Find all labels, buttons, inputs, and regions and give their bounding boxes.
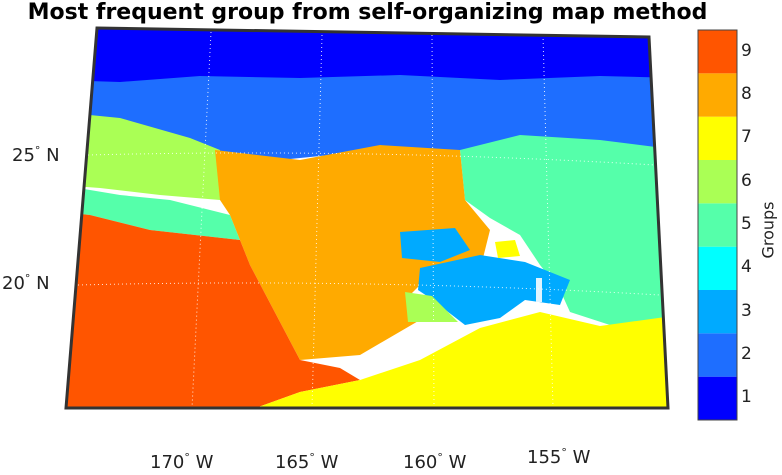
gridline-lon-170 <box>191 31 212 409</box>
region-group-1 <box>66 28 668 85</box>
colorbar-tick-7: 7 <box>741 127 752 148</box>
colorbar-swatch-4 <box>698 246 737 290</box>
region-group-3 <box>418 255 570 325</box>
colorbar-tick-4: 4 <box>741 257 752 278</box>
colorbar-swatch-5 <box>698 203 737 247</box>
region-group-6 <box>66 112 220 200</box>
region-group-4 <box>536 278 542 302</box>
colorbar-swatch-2 <box>698 333 737 377</box>
map-frame <box>64 26 670 410</box>
colorbar-tick-5: 5 <box>741 214 752 234</box>
region-group-7 <box>250 312 668 408</box>
colorbar-tick-2: 2 <box>741 344 752 364</box>
colorbar-tick-1: 1 <box>741 387 752 408</box>
colorbar-frame <box>697 29 738 421</box>
map-title: Most frequent group from self-organizing… <box>27 0 708 25</box>
lon-label-160: 160° W <box>403 451 467 473</box>
colorbar-swatch-7 <box>698 116 737 160</box>
region-group-8 <box>215 145 490 360</box>
colorbar-swatch-3 <box>698 290 737 334</box>
lat-label-20: 20° N <box>2 272 50 294</box>
gridline-lat-25 <box>87 152 656 166</box>
colorbar-tick-6: 6 <box>741 170 752 191</box>
lon-label-170: 170° W <box>150 451 214 473</box>
region-group-3 <box>400 228 470 262</box>
region-group-9 <box>66 212 360 408</box>
colorbar-swatch-9 <box>698 30 737 74</box>
map-gridlines <box>77 31 661 409</box>
group-regions <box>66 28 668 408</box>
colorbar-tick-9: 9 <box>741 40 752 61</box>
lon-label-165: 165° W <box>275 451 339 473</box>
colorbar-swatch-1 <box>698 376 737 420</box>
lat-label-25: 25° N <box>12 144 60 166</box>
colorbar-label: Groups <box>758 201 778 259</box>
colorbar <box>697 29 738 421</box>
gridline-lat-20 <box>77 282 661 296</box>
colorbar-tick-3: 3 <box>741 300 752 321</box>
colorbar-swatch-6 <box>698 160 737 204</box>
region-group-5 <box>460 135 668 325</box>
lon-label-155: 155° W <box>527 446 591 468</box>
region-group-6 <box>405 292 458 322</box>
colorbar-swatch-8 <box>698 73 737 117</box>
colorbar-tick-8: 8 <box>741 84 752 104</box>
region-group-5 <box>66 185 240 240</box>
region-group-7 <box>495 240 520 258</box>
